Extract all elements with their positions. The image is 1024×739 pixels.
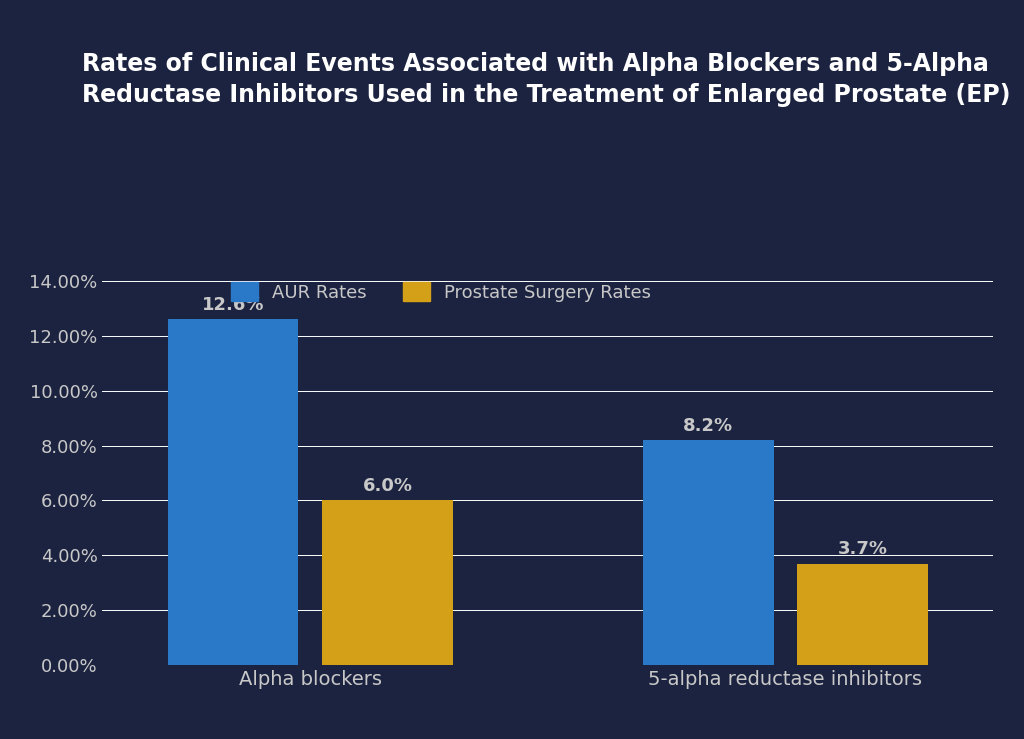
Bar: [323, 500, 453, 665]
Text: 6.0%: 6.0%: [362, 477, 413, 495]
Bar: [168, 319, 298, 665]
Bar: [643, 440, 773, 665]
Legend: AUR Rates, Prostate Surgery Rates: AUR Rates, Prostate Surgery Rates: [230, 282, 651, 302]
Text: 8.2%: 8.2%: [683, 417, 733, 435]
Bar: [798, 564, 928, 665]
Text: Rates of Clinical Events Associated with Alpha Blockers and 5-Alpha
Reductase In: Rates of Clinical Events Associated with…: [82, 52, 1011, 107]
Text: 12.6%: 12.6%: [202, 296, 264, 314]
Text: 3.7%: 3.7%: [838, 540, 888, 558]
